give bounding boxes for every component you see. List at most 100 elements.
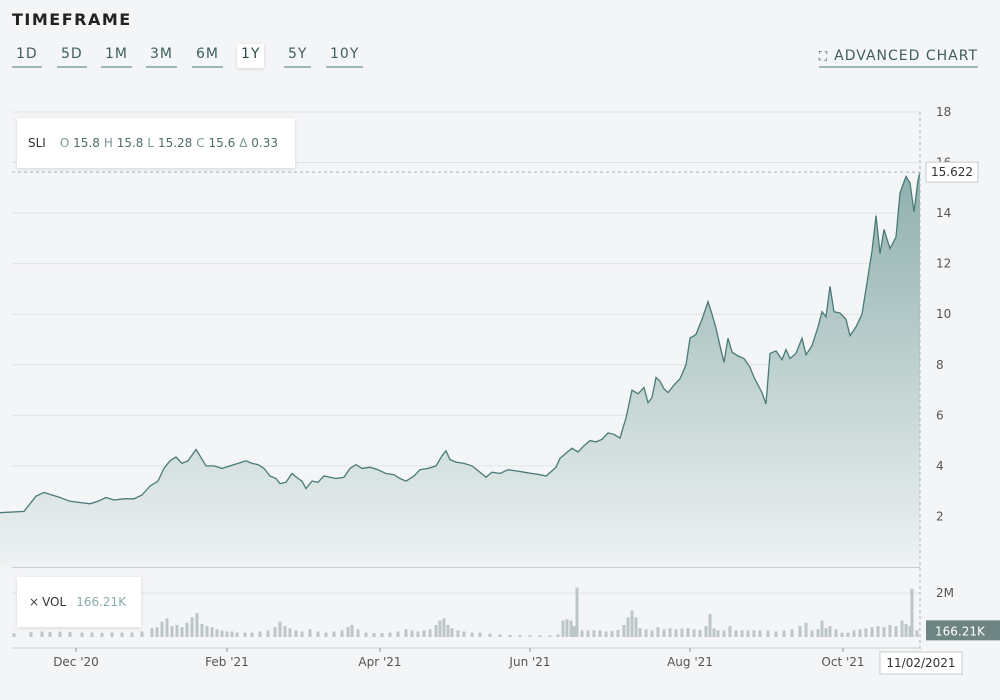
price-tick-4: 4 [936, 459, 944, 473]
volume-bar [195, 612, 199, 637]
timeframe-5y-button[interactable]: 5Y [284, 44, 312, 68]
price-tick-10: 10 [936, 307, 951, 321]
volume-bar [273, 627, 277, 637]
volume-bar [864, 628, 868, 637]
timeframe-10y-button[interactable]: 10Y [326, 44, 364, 68]
volume-bar [692, 629, 696, 637]
volume-bar [190, 617, 194, 637]
timeframe-1m-button[interactable]: 1M [101, 44, 132, 68]
volume-bar [746, 630, 750, 637]
price-tick-12: 12 [936, 257, 951, 271]
volume-bar [300, 631, 304, 637]
last-price-label: 15.622 [931, 165, 973, 179]
volume-bar [656, 627, 660, 637]
price-tick-6: 6 [936, 408, 944, 422]
time-tick-label: Feb '21 [205, 655, 249, 669]
volume-bar [185, 622, 189, 637]
volume-axis: 2M [936, 586, 954, 600]
volume-bars [12, 587, 919, 637]
volume-bar [722, 630, 726, 637]
high-label: H [103, 136, 113, 150]
last-date-badge [879, 651, 963, 675]
price-axis: 24681012141618 [936, 105, 951, 523]
volume-bar [446, 624, 450, 637]
volume-bar [48, 631, 52, 637]
volume-bar [470, 632, 474, 637]
volume-bar [130, 632, 134, 637]
volume-bar [572, 626, 576, 637]
volume-bar [350, 624, 354, 637]
timeframe-1y-button[interactable]: 1Y [237, 44, 265, 68]
volume-bar [708, 613, 712, 637]
volume-bar [882, 627, 886, 637]
volume-bar [120, 632, 124, 637]
volume-bar [900, 620, 904, 637]
remove-volume-icon[interactable]: × [29, 595, 40, 609]
volume-bar [356, 629, 360, 637]
volume-bar [580, 630, 584, 637]
volume-bar [790, 629, 794, 637]
volume-bar [876, 626, 880, 637]
volume-bar [622, 624, 626, 637]
volume-bar [316, 631, 320, 637]
price-tick-2: 2 [936, 509, 944, 523]
timeframe-6m-button[interactable]: 6M [192, 44, 223, 68]
volume-bar [569, 620, 573, 637]
volume-bar [626, 617, 630, 637]
volume-bar [634, 617, 638, 637]
volume-bar [364, 632, 368, 637]
last-volume-label: 166.21K [935, 624, 986, 638]
volume-value: 166.21K [76, 595, 127, 609]
volume-bar [556, 634, 560, 637]
high-value: 15.8 [116, 136, 144, 150]
volume-bar [200, 623, 204, 637]
volume-bar [592, 630, 596, 637]
volume-bar [308, 629, 312, 637]
volume-bar [908, 626, 912, 637]
volume-bar [215, 629, 219, 637]
low-value: 15.28 [157, 136, 193, 150]
volume-bar [90, 632, 94, 637]
volume-bar [294, 630, 298, 637]
volume-bar [478, 632, 482, 637]
volume-bar [278, 621, 282, 637]
close-value: 15.6 [208, 136, 236, 150]
volume-bar [662, 629, 666, 637]
volume-bar [180, 627, 184, 637]
volume-bar [372, 633, 376, 637]
advanced-chart-button[interactable]: ⛶ ADVANCED CHART [818, 48, 978, 68]
volume-bar [288, 628, 292, 637]
volume-bar [870, 627, 874, 637]
volume-bar [434, 624, 438, 637]
volume-bar [456, 630, 460, 637]
volume-bar [828, 626, 832, 637]
volume-bar [155, 627, 159, 637]
volume-bar [324, 632, 328, 637]
volume-bar [340, 630, 344, 637]
volume-bar [604, 631, 608, 637]
volume-bar [110, 632, 114, 637]
volume-bar [752, 630, 756, 637]
volume-bar [80, 632, 84, 637]
volume-bar [243, 632, 247, 637]
volume-bar [225, 631, 229, 637]
last-date-label: 11/02/2021 [886, 656, 955, 670]
timeframe-5d-button[interactable]: 5D [57, 44, 87, 68]
volume-bar [894, 626, 898, 637]
volume-bar [40, 631, 44, 637]
price-line [0, 172, 921, 514]
symbol-label: SLI [28, 136, 46, 150]
time-tick-label: Dec '20 [53, 655, 99, 669]
volume-bar [250, 632, 254, 637]
price-tick-14: 14 [936, 206, 951, 220]
timeframe-3m-button[interactable]: 3M [146, 44, 177, 68]
low-label: L [147, 136, 155, 150]
volume-bar [12, 633, 16, 637]
volume-bar [488, 633, 492, 637]
volume-bar [915, 630, 919, 637]
volume-bar [846, 632, 850, 637]
volume-bar [518, 635, 522, 637]
volume-bar [834, 629, 838, 637]
timeframe-1d-button[interactable]: 1D [12, 44, 42, 68]
